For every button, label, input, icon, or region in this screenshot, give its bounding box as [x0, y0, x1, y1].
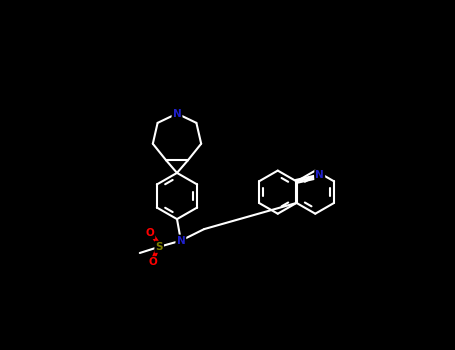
Text: O: O [146, 228, 154, 238]
Text: O: O [149, 257, 157, 267]
Text: N: N [315, 170, 324, 180]
Text: N: N [177, 236, 185, 246]
Text: N: N [172, 108, 182, 119]
Text: S: S [156, 242, 163, 252]
